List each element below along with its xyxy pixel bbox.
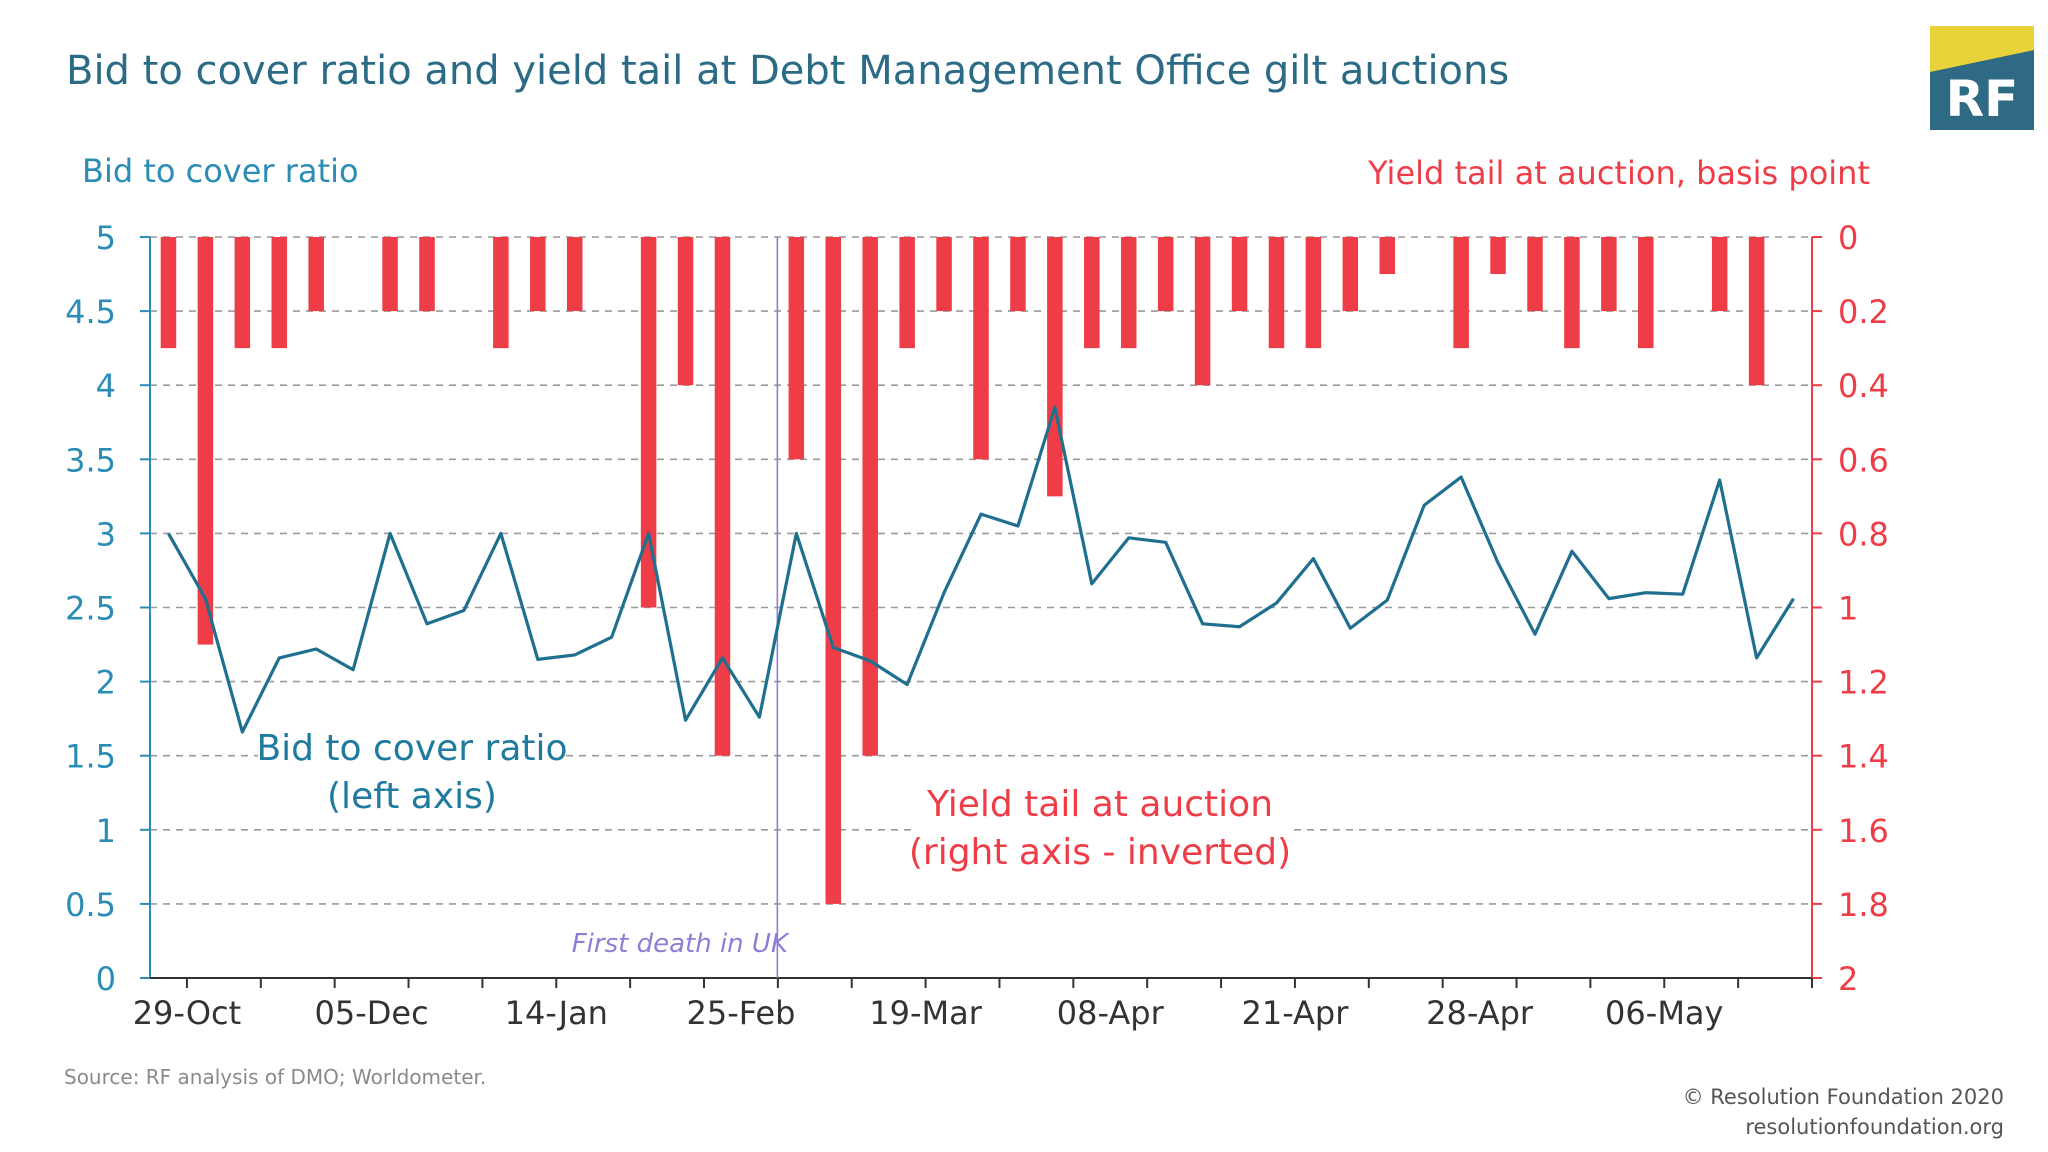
yield-tail-bar bbox=[640, 237, 657, 608]
right-tick-label: 1.8 bbox=[1838, 886, 1889, 924]
yield-tail-bar bbox=[1010, 237, 1026, 312]
yield-tail-bar bbox=[1564, 237, 1580, 349]
right-tick-label: 1 bbox=[1838, 590, 1858, 628]
yield-tail-bar bbox=[1638, 237, 1654, 349]
x-tick-label: 08-Apr bbox=[1057, 994, 1165, 1032]
yield-tail-bar bbox=[1711, 237, 1728, 312]
line-series bbox=[167, 405, 1795, 734]
yield-tail-bar bbox=[197, 237, 214, 645]
right-tick-label: 1.2 bbox=[1838, 664, 1889, 702]
yield-tail-bar bbox=[899, 237, 915, 349]
yield-tail-bar bbox=[1601, 237, 1617, 312]
x-tick-label: 29-Oct bbox=[133, 994, 241, 1032]
yield-tail-bar bbox=[825, 237, 842, 904]
bar-annotation: Yield tail at auction (right axis - inve… bbox=[909, 776, 1292, 874]
rf-logo: RF bbox=[1930, 26, 2034, 130]
yield-tail-bar bbox=[1453, 237, 1469, 349]
yield-tail-bar bbox=[382, 237, 398, 312]
left-tick-label: 4 bbox=[96, 367, 116, 405]
yield-tail-bar bbox=[1157, 237, 1174, 312]
yield-tail-bar bbox=[493, 237, 509, 349]
event-label: First death in UK bbox=[572, 929, 790, 959]
yield-tail-bar bbox=[1084, 237, 1100, 349]
yield-tail-bar bbox=[1379, 237, 1396, 275]
left-tick-label: 0 bbox=[96, 960, 116, 998]
bid-to-cover-line bbox=[167, 405, 1795, 734]
line-annotation: Bid to cover ratio (left axis) bbox=[256, 724, 568, 818]
yield-tail-bar bbox=[1268, 237, 1285, 349]
yield-tail-bar bbox=[1047, 237, 1063, 497]
source-note: Source: RF analysis of DMO; Worldometer. bbox=[64, 1065, 486, 1089]
right-tick-label: 0 bbox=[1838, 219, 1858, 257]
left-tick-label: 2 bbox=[96, 664, 116, 702]
yield-tail-bar bbox=[1490, 237, 1506, 275]
yield-tail-bar bbox=[677, 237, 694, 386]
yield-tail-bar bbox=[788, 237, 805, 460]
yield-tail-bar bbox=[160, 237, 177, 349]
left-tick-label: 3.5 bbox=[65, 441, 116, 479]
yield-tail-bar bbox=[1527, 237, 1543, 312]
tick-labels: 5 4.5 4 3.5 3 2.5 2 1.5 1 0.5 0 0 0.2 0.4 0.6 0.8 1 1.2 1.… bbox=[65, 219, 1889, 1032]
yield-tail-bar bbox=[1231, 237, 1248, 312]
right-tick-label: 0.8 bbox=[1838, 515, 1889, 553]
bar-annotation-line1: Yield tail at auction bbox=[926, 784, 1273, 825]
axes bbox=[140, 236, 1822, 988]
right-tick-label: 2 bbox=[1838, 960, 1858, 998]
right-tick-label: 1.6 bbox=[1838, 812, 1889, 850]
yield-tail-bar bbox=[1748, 237, 1765, 386]
yield-tail-bar bbox=[566, 237, 583, 312]
yield-tail-bar bbox=[936, 237, 952, 312]
left-tick-label: 3 bbox=[96, 515, 116, 553]
x-tick-label: 14-Jan bbox=[505, 994, 608, 1032]
left-tick-label: 1.5 bbox=[65, 738, 116, 776]
left-tick-label: 4.5 bbox=[65, 293, 116, 331]
line-annotation-line2: (left axis) bbox=[327, 776, 497, 817]
website: resolutionfoundation.org bbox=[1745, 1115, 2004, 1139]
right-axis-title: Yield tail at auction, basis point bbox=[1367, 154, 1870, 192]
yield-tail-bar bbox=[714, 237, 731, 756]
x-tick-label: 06-May bbox=[1605, 994, 1723, 1032]
left-tick-label: 5 bbox=[96, 219, 116, 257]
yield-tail-bar bbox=[234, 237, 251, 349]
right-tick-label: 0.4 bbox=[1838, 367, 1889, 405]
left-tick-label: 0.5 bbox=[65, 886, 116, 924]
yield-tail-bar bbox=[1194, 237, 1211, 386]
x-tick-label: 21-Apr bbox=[1241, 994, 1349, 1032]
bars bbox=[160, 237, 1765, 904]
yield-tail-bar bbox=[862, 237, 878, 756]
yield-tail-bar bbox=[973, 237, 989, 460]
yield-tail-bar bbox=[1305, 237, 1322, 349]
logo-text: RF bbox=[1946, 70, 2019, 128]
logo-accent bbox=[1930, 26, 2034, 72]
bar-annotation-line2: (right axis - inverted) bbox=[909, 832, 1291, 873]
left-axis-title: Bid to cover ratio bbox=[82, 152, 359, 190]
yield-tail-bar bbox=[308, 237, 324, 312]
x-tick-label: 19-Mar bbox=[869, 994, 982, 1032]
right-tick-label: 1.4 bbox=[1838, 738, 1889, 776]
left-tick-label: 2.5 bbox=[65, 590, 116, 628]
left-tick-label: 1 bbox=[96, 812, 116, 850]
yield-tail-bar bbox=[271, 237, 288, 349]
x-tick-label: 28-Apr bbox=[1426, 994, 1534, 1032]
right-tick-label: 0.2 bbox=[1838, 293, 1889, 331]
yield-tail-bar bbox=[419, 237, 435, 312]
yield-tail-bar bbox=[1342, 237, 1359, 312]
copyright: © Resolution Foundation 2020 bbox=[1683, 1085, 2004, 1109]
chart-title: Bid to cover ratio and yield tail at Deb… bbox=[66, 48, 1509, 94]
x-tick-label: 25-Feb bbox=[686, 994, 795, 1032]
yield-tail-bar bbox=[530, 237, 546, 312]
right-tick-label: 0.6 bbox=[1838, 441, 1889, 479]
line-annotation-line1: Bid to cover ratio bbox=[256, 728, 567, 769]
x-tick-label: 05-Dec bbox=[315, 994, 429, 1032]
yield-tail-bar bbox=[1120, 237, 1137, 349]
